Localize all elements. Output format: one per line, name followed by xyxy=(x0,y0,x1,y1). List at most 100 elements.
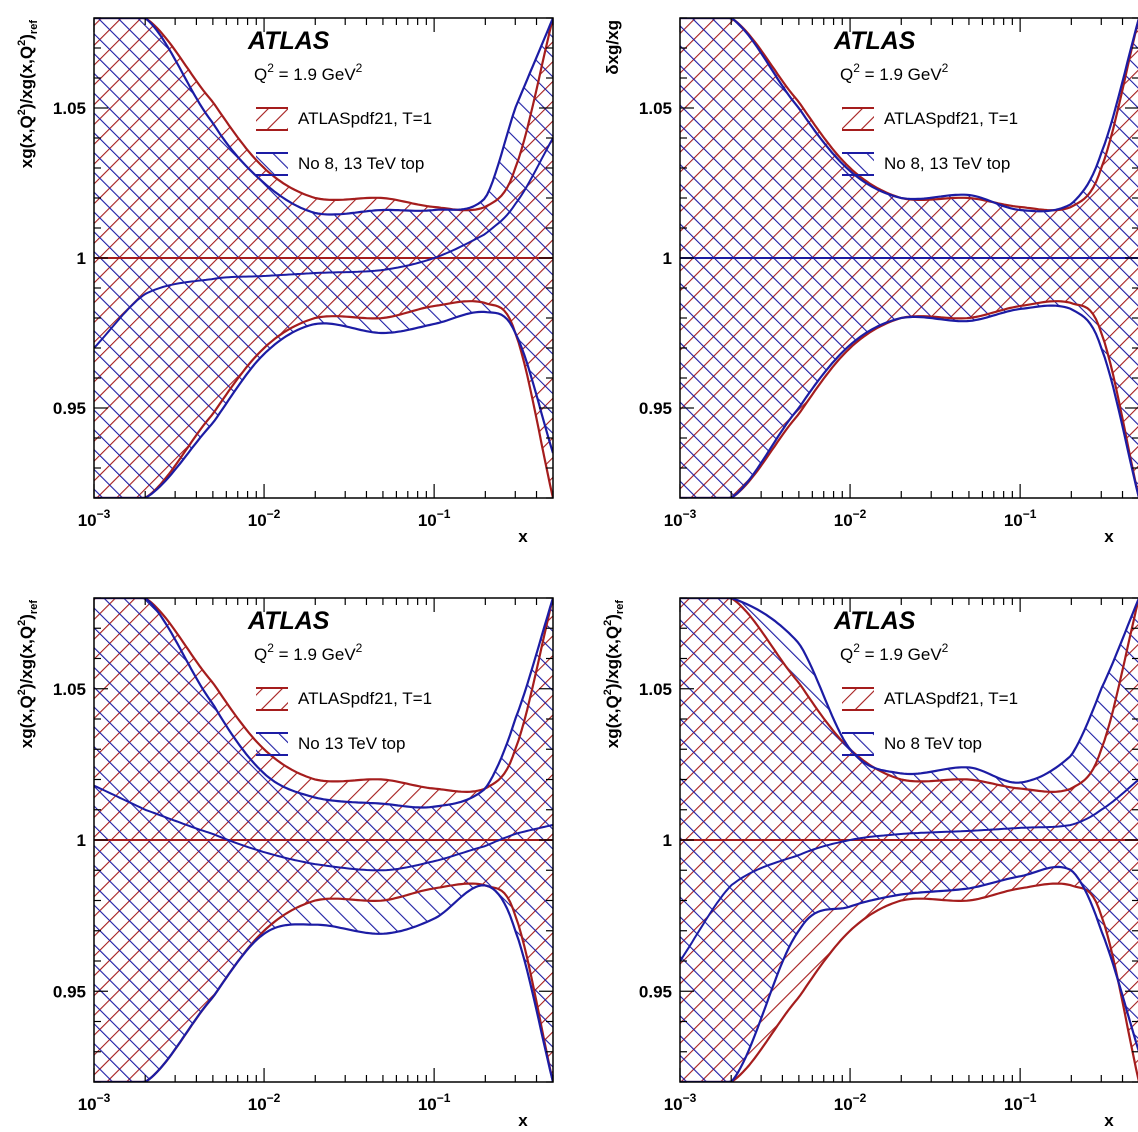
unit-exp: 2 xyxy=(356,641,363,655)
y-tick-label: 0.95 xyxy=(53,982,86,1001)
x-tick-base: 10 xyxy=(1004,511,1023,530)
x-tick-label: 10−1 xyxy=(418,507,451,530)
y-label-mid: )/xg(x,Q xyxy=(17,46,36,109)
x-tick-label: 10−2 xyxy=(834,1091,867,1114)
y-label-exp: 2 xyxy=(602,689,614,695)
y-tick-label: 1 xyxy=(663,249,672,268)
y-label-mid: )/xg(x,Q xyxy=(17,626,36,689)
x-tick-base: 10 xyxy=(78,511,97,530)
x-tick-base: 10 xyxy=(1004,1095,1023,1114)
y-label-main: δxg/xg xyxy=(603,20,622,75)
x-axis-label: x xyxy=(1104,527,1114,546)
x-tick-label: 10−3 xyxy=(78,507,111,530)
unit-exp: 2 xyxy=(942,641,949,655)
y-tick-label: 1 xyxy=(663,831,672,850)
x-tick-exp: −2 xyxy=(267,1091,281,1105)
legend-label: ATLASpdf21, T=1 xyxy=(884,109,1018,128)
legend-swatch-fill xyxy=(842,108,874,130)
atlas-title: ATLAS xyxy=(247,607,330,635)
x-tick-base: 10 xyxy=(248,1095,267,1114)
y-tick-label: 1.05 xyxy=(639,680,672,699)
x-tick-exp: −2 xyxy=(853,507,867,521)
x-tick-exp: −3 xyxy=(97,1091,111,1105)
y-tick-label: 1.05 xyxy=(639,99,672,118)
y-tick-label: 0.95 xyxy=(639,982,672,1001)
x-tick-exp: −1 xyxy=(437,507,451,521)
y-label-main: xg(x,Q xyxy=(17,115,36,168)
plot-area xyxy=(680,18,1138,498)
x-tick-label: 10−3 xyxy=(664,507,697,530)
center-line-1 xyxy=(94,784,553,872)
q2-subtitle: Q2 = 1.9 GeV2 xyxy=(840,641,949,664)
legend-swatch-fill xyxy=(256,153,288,175)
q-exp: 2 xyxy=(267,641,274,655)
x-tick-base: 10 xyxy=(248,511,267,530)
q-symbol: Q xyxy=(840,65,853,84)
x-tick-label: 10−1 xyxy=(1004,1091,1037,1114)
y-label-end: ) xyxy=(17,614,36,620)
q-symbol: Q xyxy=(254,645,267,664)
legend-swatch-fill xyxy=(256,688,288,710)
plot-area xyxy=(94,598,553,1082)
x-tick-exp: −1 xyxy=(437,1091,451,1105)
unit-exp: 2 xyxy=(356,61,363,75)
legend: ATLASpdf21, T=1 No 8, 13 TeV top xyxy=(256,107,432,176)
x-tick-base: 10 xyxy=(664,1095,683,1114)
y-label-mid: )/xg(x,Q xyxy=(603,626,622,689)
x-tick-label: 10−1 xyxy=(418,1091,451,1114)
legend-label: No 8, 13 TeV top xyxy=(298,154,424,173)
x-tick-base: 10 xyxy=(664,511,683,530)
band-upper-line-0 xyxy=(94,598,553,794)
x-tick-label: 10−3 xyxy=(78,1091,111,1114)
x-tick-base: 10 xyxy=(418,1095,437,1114)
y-tick-label: 1.05 xyxy=(53,99,86,118)
band-lower-line-1 xyxy=(680,304,1138,498)
x-tick-exp: −2 xyxy=(853,1091,867,1105)
y-label-exp: 2 xyxy=(602,620,614,626)
legend-label: ATLASpdf21, T=1 xyxy=(298,689,432,708)
x-tick-base: 10 xyxy=(78,1095,97,1114)
legend-swatch-fill xyxy=(842,688,874,710)
band-lower-line-0 xyxy=(94,300,553,498)
y-label-sub: ref xyxy=(614,600,626,614)
band-upper-line-1 xyxy=(94,18,553,216)
q-exp: 2 xyxy=(853,61,860,75)
x-tick-exp: −3 xyxy=(683,507,697,521)
atlas-title: ATLAS xyxy=(833,607,916,635)
q2-subtitle: Q2 = 1.9 GeV2 xyxy=(254,61,363,84)
y-tick-label: 1 xyxy=(77,249,86,268)
x-tick-label: 10−1 xyxy=(1004,507,1037,530)
y-axis-label: δxg/xg xyxy=(603,20,622,75)
q-symbol: Q xyxy=(840,645,853,664)
band-lower-line-1 xyxy=(94,310,553,498)
x-tick-exp: −1 xyxy=(1023,507,1037,521)
y-tick-label: 0.95 xyxy=(639,399,672,418)
legend-swatch-fill xyxy=(256,108,288,130)
q-exp: 2 xyxy=(267,61,274,75)
atlas-title: ATLAS xyxy=(247,27,330,55)
plot-area xyxy=(94,18,553,498)
legend-swatch-fill xyxy=(842,153,874,175)
x-tick-label: 10−2 xyxy=(248,1091,281,1114)
y-tick-label: 1 xyxy=(77,831,86,850)
q2-subtitle: Q2 = 1.9 GeV2 xyxy=(840,61,949,84)
legend: ATLASpdf21, T=1 No 13 TeV top xyxy=(256,687,432,756)
band-lower-line-1 xyxy=(94,884,553,1082)
q-value: = 1.9 GeV xyxy=(274,65,356,84)
y-axis-label: xg(x,Q2)/xg(x,Q2)ref xyxy=(16,20,40,169)
band-upper-line-1 xyxy=(680,18,1138,213)
x-tick-base: 10 xyxy=(834,511,853,530)
band-upper-line-1 xyxy=(94,598,553,809)
y-label-end: ) xyxy=(17,34,36,40)
y-label-exp: 2 xyxy=(16,109,28,115)
x-tick-exp: −3 xyxy=(97,507,111,521)
y-label-end: ) xyxy=(603,614,622,620)
q-value: = 1.9 GeV xyxy=(860,65,942,84)
y-label-sub: ref xyxy=(28,600,40,614)
y-label-exp: 2 xyxy=(16,40,28,46)
x-tick-label: 10−3 xyxy=(664,1091,697,1114)
